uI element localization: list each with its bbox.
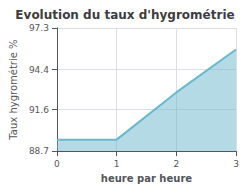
svg-text:0: 0 [54, 159, 60, 169]
svg-text:91.6: 91.6 [29, 105, 49, 115]
svg-text:Taux hygrométrie %: Taux hygrométrie % [8, 39, 19, 140]
svg-text:1: 1 [114, 159, 120, 169]
svg-text:94.4: 94.4 [29, 65, 49, 75]
svg-text:3: 3 [233, 159, 239, 169]
svg-text:2: 2 [173, 159, 179, 169]
svg-text:88.7: 88.7 [29, 146, 49, 156]
svg-text:heure par heure: heure par heure [101, 173, 192, 184]
svg-text:Evolution du taux d'hygrométri: Evolution du taux d'hygrométrie [15, 8, 234, 22]
svg-text:97.3: 97.3 [29, 23, 49, 33]
